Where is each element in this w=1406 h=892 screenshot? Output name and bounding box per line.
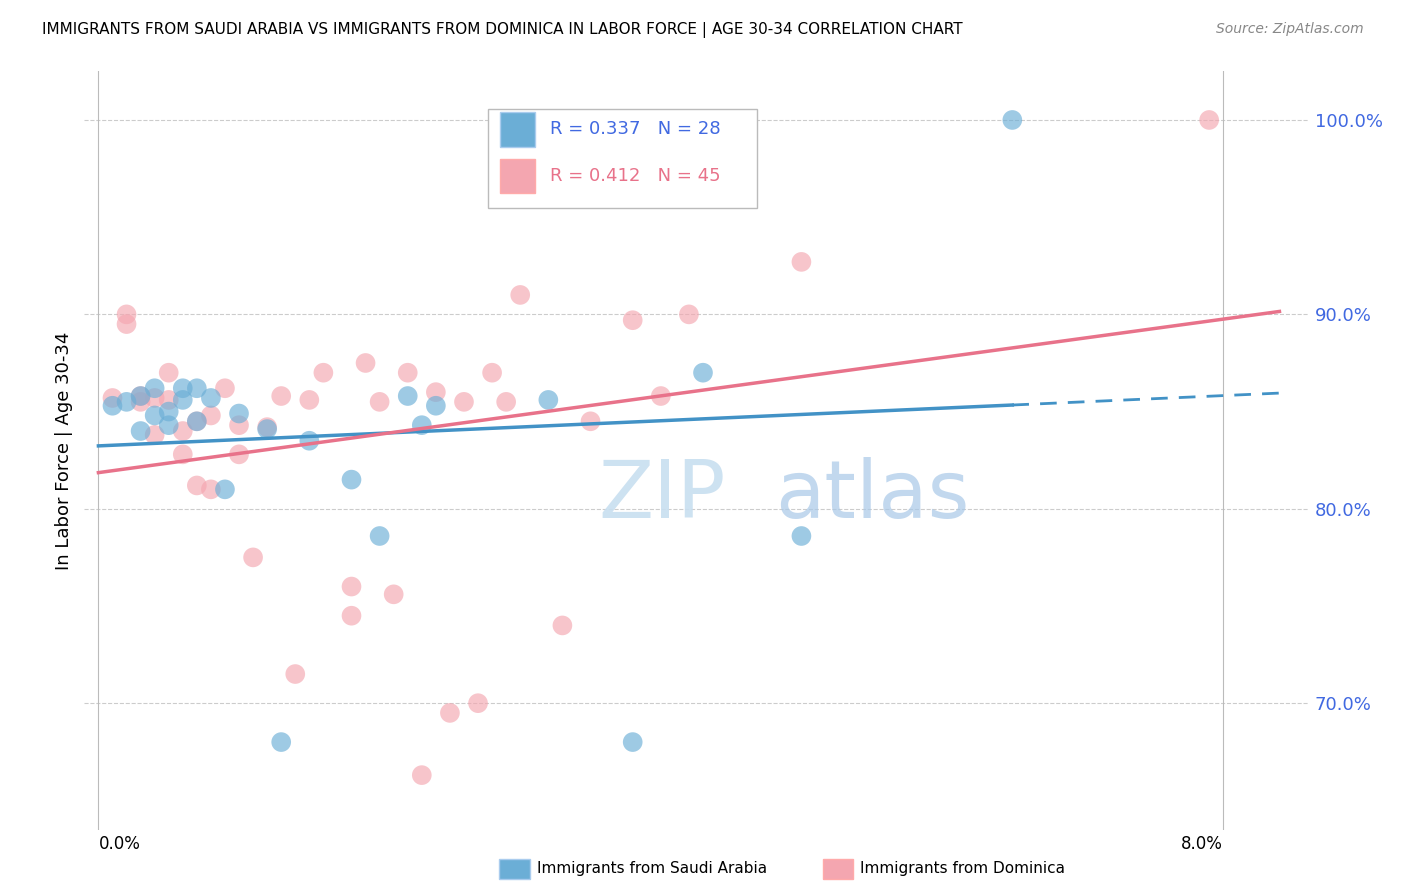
- Point: [186, 478, 208, 492]
- Point: [298, 392, 321, 407]
- Point: [129, 424, 152, 438]
- Point: [692, 366, 714, 380]
- Point: [143, 428, 166, 442]
- Point: [411, 418, 433, 433]
- Point: [129, 395, 152, 409]
- Point: [214, 483, 236, 497]
- Point: [242, 550, 264, 565]
- Point: [101, 399, 124, 413]
- Point: [481, 366, 503, 380]
- Point: [425, 385, 447, 400]
- Point: [340, 473, 363, 487]
- Text: atlas: atlas: [776, 457, 970, 535]
- Point: [228, 407, 250, 421]
- Point: [425, 399, 447, 413]
- Point: [228, 447, 250, 461]
- Point: [621, 735, 644, 749]
- Point: [214, 381, 236, 395]
- Point: [439, 706, 461, 720]
- Point: [1198, 112, 1220, 127]
- Text: 0.0%: 0.0%: [98, 836, 141, 854]
- Point: [453, 395, 475, 409]
- FancyBboxPatch shape: [488, 110, 758, 208]
- Point: [172, 392, 194, 407]
- Point: [1001, 112, 1024, 127]
- Point: [298, 434, 321, 448]
- Point: [129, 389, 152, 403]
- Point: [270, 735, 292, 749]
- Point: [396, 366, 419, 380]
- Point: [256, 420, 278, 434]
- Point: [509, 288, 531, 302]
- Text: R = 0.412   N = 45: R = 0.412 N = 45: [550, 167, 721, 185]
- Text: R = 0.337   N = 28: R = 0.337 N = 28: [550, 120, 721, 138]
- Point: [340, 608, 363, 623]
- Point: [495, 395, 517, 409]
- Point: [678, 307, 700, 321]
- Point: [186, 381, 208, 395]
- Text: Source: ZipAtlas.com: Source: ZipAtlas.com: [1216, 22, 1364, 37]
- Text: Immigrants from Saudi Arabia: Immigrants from Saudi Arabia: [537, 862, 768, 876]
- Point: [143, 409, 166, 423]
- Point: [200, 483, 222, 497]
- Point: [172, 381, 194, 395]
- Point: [101, 391, 124, 405]
- Text: ZIP: ZIP: [598, 457, 725, 535]
- FancyBboxPatch shape: [501, 112, 536, 146]
- Point: [172, 424, 194, 438]
- Point: [650, 389, 672, 403]
- Point: [790, 529, 813, 543]
- Point: [157, 366, 180, 380]
- Text: IMMIGRANTS FROM SAUDI ARABIA VS IMMIGRANTS FROM DOMINICA IN LABOR FORCE | AGE 30: IMMIGRANTS FROM SAUDI ARABIA VS IMMIGRAN…: [42, 22, 963, 38]
- Point: [186, 414, 208, 428]
- Point: [312, 366, 335, 380]
- Point: [157, 404, 180, 418]
- Point: [200, 391, 222, 405]
- Point: [143, 391, 166, 405]
- Text: Immigrants from Dominica: Immigrants from Dominica: [860, 862, 1066, 876]
- Point: [186, 414, 208, 428]
- Point: [579, 414, 602, 428]
- Point: [411, 768, 433, 782]
- Point: [157, 418, 180, 433]
- Y-axis label: In Labor Force | Age 30-34: In Labor Force | Age 30-34: [55, 331, 73, 570]
- Point: [115, 395, 138, 409]
- Point: [537, 392, 560, 407]
- Point: [143, 381, 166, 395]
- Point: [340, 580, 363, 594]
- Point: [790, 255, 813, 269]
- Point: [129, 389, 152, 403]
- Text: 8.0%: 8.0%: [1181, 836, 1223, 854]
- Point: [256, 422, 278, 436]
- Point: [115, 317, 138, 331]
- Point: [115, 307, 138, 321]
- Point: [200, 409, 222, 423]
- Point: [551, 618, 574, 632]
- Point: [621, 313, 644, 327]
- Point: [228, 418, 250, 433]
- Point: [157, 392, 180, 407]
- Point: [368, 395, 391, 409]
- Point: [368, 529, 391, 543]
- FancyBboxPatch shape: [501, 159, 536, 193]
- Point: [396, 389, 419, 403]
- Point: [354, 356, 377, 370]
- Point: [467, 696, 489, 710]
- Point: [172, 447, 194, 461]
- Point: [382, 587, 405, 601]
- Point: [284, 667, 307, 681]
- Point: [270, 389, 292, 403]
